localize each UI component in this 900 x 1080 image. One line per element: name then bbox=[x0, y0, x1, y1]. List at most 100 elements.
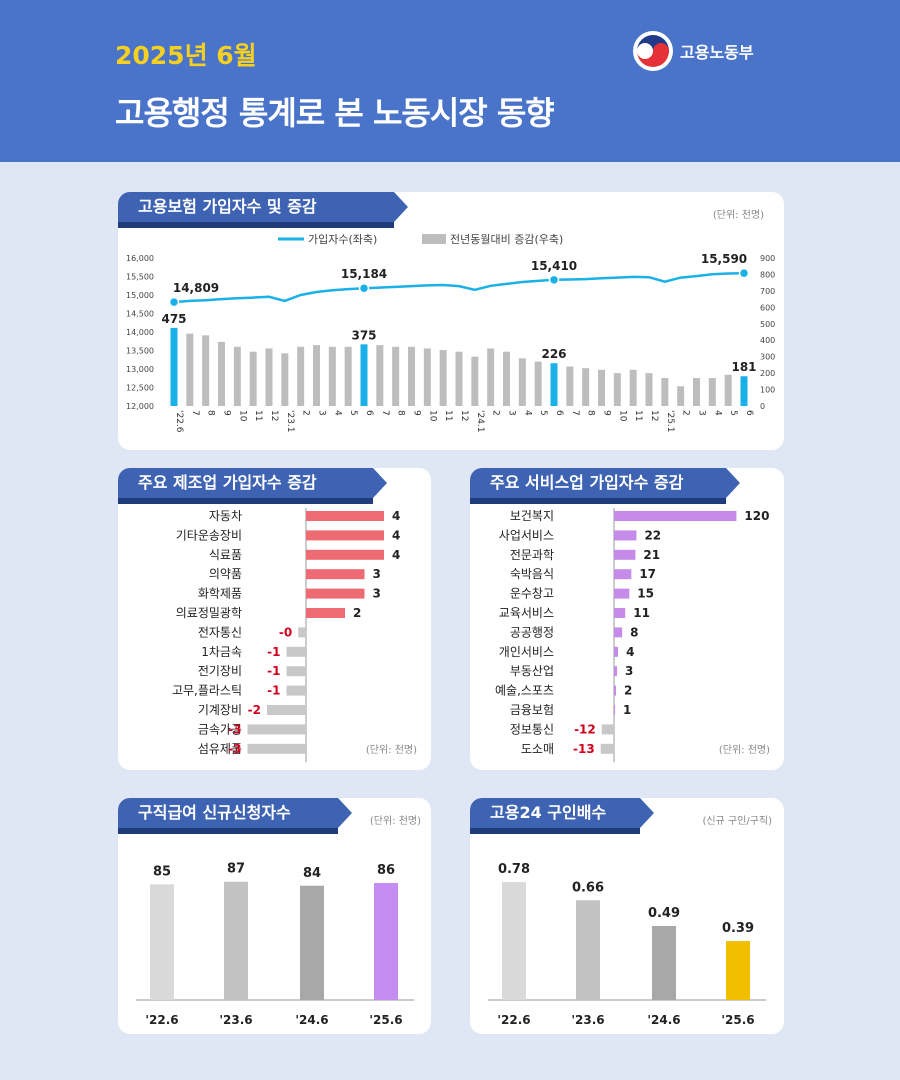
bar-change bbox=[740, 376, 748, 406]
category-label: 교육서비스 bbox=[499, 606, 554, 620]
line-point bbox=[548, 274, 560, 286]
x-tick: '24.6 bbox=[295, 1013, 328, 1027]
x-tick: 9 bbox=[602, 410, 612, 416]
bar-value-label: 87 bbox=[227, 862, 245, 877]
x-tick: '23.6 bbox=[219, 1013, 252, 1027]
bar-negative bbox=[247, 743, 306, 754]
bar-data-label: 475 bbox=[161, 312, 186, 326]
x-tick: 2 bbox=[301, 410, 311, 416]
category-label: 고무,플라스틱 bbox=[172, 684, 242, 698]
bar-negative bbox=[286, 666, 306, 677]
y-left-tick: 13,000 bbox=[126, 365, 154, 374]
bar bbox=[224, 881, 248, 1000]
insured-chart: 가입자수(좌축) 전년동월대비 증감(우축) 16,000 15,500 15,000 1… bbox=[126, 233, 775, 433]
header-banner: 2025년 6월 고용행정 통계로 본 노동시장 동향 고용노동부 bbox=[0, 0, 900, 162]
category-label: 기계장비 bbox=[198, 703, 242, 717]
y-left-tick: 14,000 bbox=[126, 328, 154, 337]
x-tick: 3 bbox=[317, 410, 327, 416]
bar-value-label: 0.66 bbox=[572, 880, 604, 895]
bar-value-label: -3 bbox=[228, 742, 241, 756]
bar-value-label: 11 bbox=[633, 606, 650, 620]
x-tick: '25.6 bbox=[369, 1013, 402, 1027]
unit-label: (단위: 천명) bbox=[369, 816, 421, 827]
bar-data-label: 226 bbox=[541, 347, 566, 361]
x-tick: 6 bbox=[364, 410, 374, 416]
y-left-tick: 15,000 bbox=[126, 291, 154, 300]
bar-change bbox=[186, 333, 194, 406]
bar-change bbox=[423, 348, 431, 406]
bar-change bbox=[534, 361, 542, 406]
x-tick: 12 bbox=[649, 410, 659, 421]
bar-positive bbox=[614, 646, 619, 657]
category-label: 의료정밀광학 bbox=[176, 606, 242, 620]
bar-positive bbox=[614, 569, 632, 580]
line-data-label: 14,809 bbox=[173, 281, 219, 295]
bar-change bbox=[344, 346, 352, 406]
x-tick: 6 bbox=[554, 410, 564, 416]
x-tick: '24.6 bbox=[647, 1013, 680, 1027]
category-label: 정보통신 bbox=[510, 722, 554, 736]
bar-value-label: 0.39 bbox=[722, 921, 754, 936]
bar-value-label: 84 bbox=[303, 866, 321, 881]
x-tick: 11 bbox=[633, 410, 643, 421]
bar-positive bbox=[614, 511, 737, 521]
bar-change bbox=[360, 344, 368, 406]
bar-change bbox=[487, 348, 495, 406]
mfg-panel: 주요 제조업 가입자수 증감 (단위: 천명) 자동차 4 기타운송장비 4 식료품 4 의… bbox=[118, 468, 431, 770]
category-label: 금융보험 bbox=[510, 703, 554, 717]
line-point bbox=[358, 282, 370, 294]
bar-value-label: 86 bbox=[377, 863, 395, 878]
category-label: 사업서비스 bbox=[499, 528, 554, 542]
bar-value-label: -1 bbox=[267, 684, 280, 698]
x-tick: 2 bbox=[491, 410, 501, 416]
bar-value-label: 1 bbox=[623, 703, 631, 717]
bar-change bbox=[518, 358, 526, 406]
category-label: 전문과학 bbox=[510, 548, 554, 562]
category-label: 운수창고 bbox=[510, 587, 554, 601]
bar-value-label: 8 bbox=[630, 625, 638, 639]
x-tick: '24.1 bbox=[475, 410, 485, 433]
bar-value-label: 21 bbox=[643, 548, 660, 562]
x-tick: '22.6 bbox=[174, 410, 184, 433]
x-tick: 4 bbox=[712, 410, 722, 416]
bar bbox=[150, 884, 174, 1000]
bar-value-label: 15 bbox=[637, 587, 654, 601]
line-point bbox=[738, 267, 750, 279]
category-label: 전기장비 bbox=[198, 664, 242, 678]
report-title: 고용행정 통계로 본 노동시장 동향 bbox=[115, 94, 555, 132]
ministry-logo: 고용노동부 bbox=[632, 30, 754, 72]
bar-negative bbox=[600, 743, 614, 754]
bar-change bbox=[328, 346, 336, 406]
bar-negative bbox=[298, 627, 306, 638]
job-panel: 구직급여 신규신청자수 (단위: 천명) 85 '22.6 87 '23.6 84 '24… bbox=[118, 798, 431, 1034]
bar-change bbox=[582, 368, 590, 406]
x-tick: 9 bbox=[412, 410, 422, 416]
panel-title: 고용보험 가입자수 및 증감 bbox=[118, 192, 408, 222]
bar-data-label: 181 bbox=[731, 360, 756, 374]
bar-change bbox=[613, 373, 621, 406]
w24-panel: 고용24 구인배수 (신규 구인/구직) 0.78'22.6 0.66'23.6 0… bbox=[470, 798, 784, 1034]
report-date: 2025년 6월 bbox=[115, 41, 257, 70]
bar-change bbox=[629, 369, 637, 406]
category-label: 금속가공 bbox=[198, 722, 242, 736]
y-right-tick: 700 bbox=[760, 287, 775, 296]
line-insured bbox=[173, 271, 745, 304]
y-right-tick: 500 bbox=[760, 320, 775, 329]
bar-value-label: 0.49 bbox=[648, 906, 680, 921]
bar bbox=[576, 900, 600, 1000]
bar-change bbox=[455, 351, 463, 406]
x-tick: 7 bbox=[570, 410, 580, 416]
legend-line-label: 가입자수(좌축) bbox=[308, 233, 377, 246]
y-left-tick: 12,500 bbox=[126, 384, 154, 393]
category-label: 화학제품 bbox=[198, 587, 242, 601]
bar-change bbox=[645, 373, 653, 406]
bar-positive bbox=[306, 511, 384, 521]
bar-value-label: 4 bbox=[392, 548, 400, 562]
panel-title: 구직급여 신규신청자수 bbox=[118, 798, 352, 828]
bar-change bbox=[550, 363, 558, 406]
category-label: 섬유제품 bbox=[198, 742, 242, 756]
category-label: 개인서비스 bbox=[499, 645, 554, 659]
y-right-tick: 800 bbox=[760, 270, 775, 279]
panel-title: 주요 제조업 가입자수 증감 bbox=[118, 468, 387, 498]
x-tick: 7 bbox=[380, 410, 390, 416]
